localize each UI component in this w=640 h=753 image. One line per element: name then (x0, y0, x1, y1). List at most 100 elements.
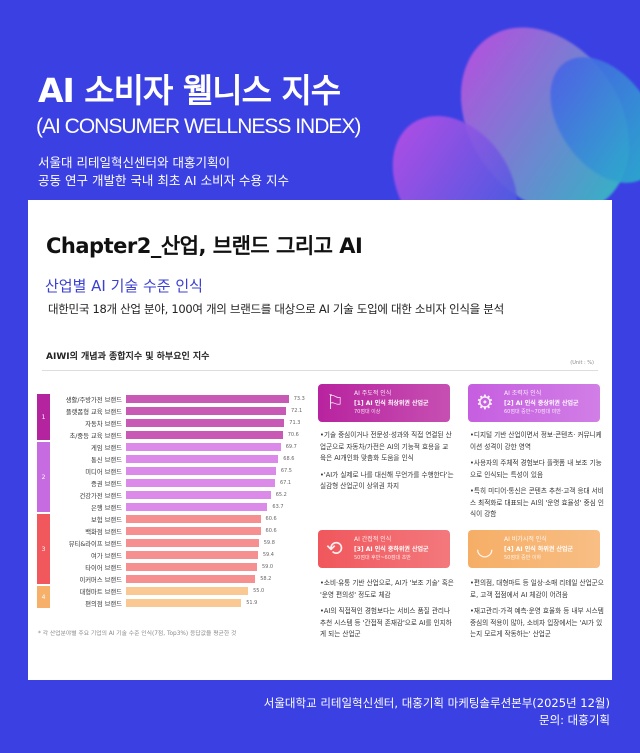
tier-range: 60점대 중반~70점대 미만 (504, 409, 561, 415)
bar-label: 통신 브랜드 (91, 457, 122, 464)
tier-label: AI 비가시적 인식 (504, 536, 547, 543)
bar (126, 407, 287, 415)
bar-row: 자동차 브랜드 71.3 (28, 417, 328, 429)
tier-point: •AI의 직접적인 경험보다는 서비스 품질 관리나 추천 시스템 등 '간접적… (320, 607, 452, 638)
tier-description: •소비·유통 기반 산업으로, AI가 '보조 기술' 혹은 '운영 편의성' … (320, 578, 454, 646)
bar-row: 은행 브랜드 63.7 (28, 501, 328, 513)
bar (126, 563, 257, 571)
tier-point: •특히 미디어·통신은 콘텐츠 추천·고객 응대 서비스 최적화로 대표되는 A… (470, 487, 604, 518)
bar-value: 72.1 (291, 408, 303, 414)
tier-card: ⟲ AI 간접적 인식 [3] AI 인식 중하위권 산업군 50점대 후반~6… (318, 530, 450, 568)
bar-row: 건강가전 브랜드 65.2 (28, 489, 328, 501)
presenter-flag-icon: ⚐ (326, 390, 344, 414)
tier-point: •재고관리·가격 예측·운영 효율화 등 내부 시스템 중심의 적용이 많아, … (470, 607, 604, 638)
tier-label: AI 주도적 인식 (354, 390, 392, 397)
bar-value: 58.2 (260, 576, 272, 582)
tier-point: •소비·유통 기반 산업으로, AI가 '보조 기술' 혹은 '운영 편의성' … (320, 579, 454, 599)
tier-card: ◡ AI 비가시적 인식 [4] AI 인식 하위권 산업군 50점대 중반 이… (468, 530, 600, 568)
bar-value: 73.3 (293, 396, 305, 402)
bar (126, 491, 271, 499)
bar-value: 60.6 (265, 516, 277, 522)
section-intro: 대한민국 18개 산업 분야, 100여 개의 브랜드를 대상으로 AI 기술 … (48, 302, 504, 316)
footer-credit: 서울대학교 리테일혁신센터, 대홍기획 마케팅솔루션본부(2025년 12월) (263, 696, 610, 710)
bar-label: 여가 브랜드 (91, 553, 122, 560)
tier-point: •사용자의 주체적 경험보다 플랫폼 내 보조 기능으로 인식되는 특성이 있음 (470, 459, 602, 479)
footer-contact: 문의: 대홍기획 (538, 713, 610, 727)
bar (126, 467, 276, 475)
tier-title: [2] AI 인식 중상위권 산업군 (504, 400, 579, 407)
chapter-title: Chapter2_산업, 브랜드 그리고 AI (46, 234, 363, 258)
content-panel: Chapter2_산업, 브랜드 그리고 AI 산업별 AI 기술 수준 인식 … (28, 200, 612, 680)
bar-row: 백화점 브랜드 60.6 (28, 525, 328, 537)
chart-note: * 각 산업분야별 주요 기업의 AI 기술 수준 인식(7점, Top3%) … (38, 631, 237, 637)
bar (126, 527, 261, 535)
bar-row: 게임 브랜드 69.7 (28, 441, 328, 453)
bar-value: 69.7 (285, 444, 297, 450)
group-marker: 1 (37, 394, 50, 440)
tier-range: 50점대 중반 이하 (504, 555, 542, 561)
bar-label: 편의점 브랜드 (85, 601, 122, 608)
bar (126, 395, 289, 403)
bar-value: 59.0 (261, 564, 274, 570)
bar-label: 이커머스 브랜드 (79, 577, 122, 584)
group-marker: 4 (37, 586, 50, 608)
tier-label: AI 조력자 인식 (504, 390, 542, 397)
bar (126, 587, 249, 595)
bar-row: 플랫폼형 교육 브랜드 72.1 (28, 405, 328, 417)
tier-label: AI 간접적 인식 (354, 536, 392, 543)
team-gear-icon: ⚙ (476, 390, 494, 414)
bar-value: 55.0 (253, 588, 265, 594)
bar-label: 뷰티&라이프 브랜드 (68, 541, 122, 548)
description-line: 공동 연구 개발한 국내 최초 AI 소비자 수용 지수 (38, 173, 290, 188)
bar-label: 증권 브랜드 (91, 481, 122, 488)
bar-row: 타이어 브랜드 59.0 (28, 561, 328, 573)
bar-value: 68.6 (283, 456, 295, 462)
bar-row: 생활/주방가전 브랜드 73.3 (28, 393, 328, 405)
group-marker: 2 (37, 442, 50, 512)
divider (42, 370, 598, 371)
bar-label: 대형마트 브랜드 (79, 589, 122, 596)
bar-row: 초/중등 교육 브랜드 70.6 (28, 429, 328, 441)
bar-value: 65.2 (275, 492, 287, 498)
tier-range: 50점대 후반~60점대 초반 (354, 555, 411, 561)
bar (126, 455, 279, 463)
tier-title: [1] AI 인식 최상위권 산업군 (354, 400, 429, 407)
bar-label: 보험 브랜드 (91, 517, 122, 524)
bar-label: 은행 브랜드 (91, 505, 122, 512)
chart-unit: (Unit : %) (570, 360, 594, 366)
bar (126, 539, 259, 547)
tier-point: •편의점, 대형마트 등 일상·소매 리테일 산업군으로, 고객 접점에서 AI… (470, 579, 604, 599)
bar-row: 보험 브랜드 60.6 (28, 513, 328, 525)
tier-description: •기술 중심이거나 전문성·성과와 직접 연결된 산업군으로 자동차/가전은 A… (320, 430, 454, 498)
description-line: 서울대 리테일혁신센터와 대홍기획이 (38, 155, 230, 170)
bar (126, 515, 261, 523)
bar-label: 게임 브랜드 (91, 445, 122, 452)
bar (126, 479, 275, 487)
hands-cycle-icon: ⟲ (326, 536, 343, 560)
bar-value: 59.8 (263, 540, 275, 546)
tier-point: •기술 중심이거나 전문성·성과와 직접 연결된 산업군으로 자동차/가전은 A… (320, 431, 452, 462)
tier-card: ⚐ AI 주도적 인식 [1] AI 인식 최상위권 산업군 70점대 이상 (318, 384, 450, 422)
bar-row: 여가 브랜드 59.4 (28, 549, 328, 561)
bar-label: 타이어 브랜드 (85, 565, 122, 572)
bar-row: 대형마트 브랜드 55.0 (28, 585, 328, 597)
bar-value: 67.5 (280, 468, 292, 474)
tier-range: 70점대 이상 (354, 409, 381, 415)
bar-value: 67.1 (279, 480, 292, 486)
page-subtitle: (AI CONSUMER WELLNESS INDEX) (36, 115, 361, 138)
bar-row: 통신 브랜드 68.6 (28, 453, 328, 465)
bar-value: 71.3 (289, 420, 301, 426)
bar (126, 419, 285, 427)
bar (126, 599, 242, 607)
bar-row: 미디어 브랜드 67.5 (28, 465, 328, 477)
bar-label: 생활/주방가전 브랜드 (65, 397, 122, 404)
tier-point: •디지털 기반 산업이면서 정보·콘텐츠· 커뮤니케이션 성격이 강한 영역 (470, 431, 602, 451)
tier-title: [3] AI 인식 중하위권 산업군 (354, 546, 429, 553)
bar (126, 431, 283, 439)
tier-point: •'AI가 실제로 나를 대신해 무언가를 수행한다'는 실감형 산업군이 상위… (320, 470, 454, 491)
bar-value: 63.7 (272, 504, 284, 510)
bar-value: 51.9 (246, 600, 258, 606)
bar-label: 건강가전 브랜드 (79, 493, 122, 500)
bar-label: 자동차 브랜드 (85, 421, 122, 428)
bar (126, 575, 256, 583)
